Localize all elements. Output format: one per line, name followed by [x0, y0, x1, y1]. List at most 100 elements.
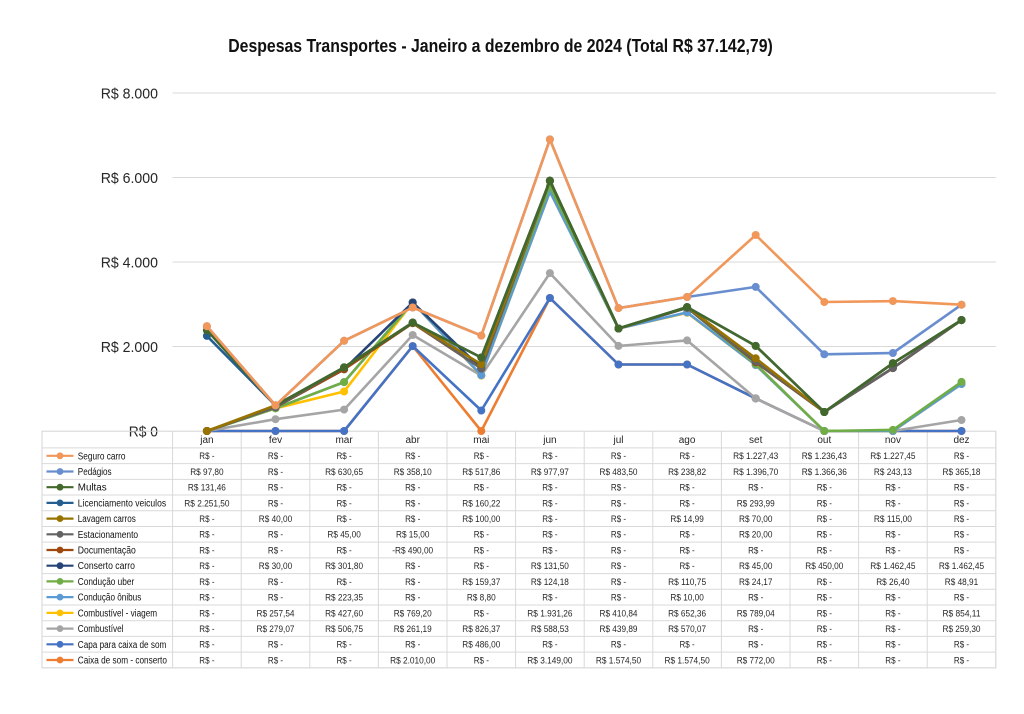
svg-text:R$ -: R$ - — [405, 498, 420, 509]
svg-text:fev: fev — [269, 435, 282, 446]
svg-text:Pedágios: Pedágios — [78, 467, 112, 478]
svg-text:-R$ 490,00: -R$ 490,00 — [392, 545, 433, 556]
svg-text:R$ -: R$ - — [885, 545, 900, 556]
svg-text:R$ -: R$ - — [680, 545, 695, 556]
svg-text:R$ -: R$ - — [542, 530, 557, 541]
svg-text:R$ -: R$ - — [337, 545, 352, 556]
svg-text:R$ -: R$ - — [817, 514, 832, 525]
svg-text:R$ -: R$ - — [474, 530, 489, 541]
svg-text:R$ -: R$ - — [199, 577, 214, 588]
svg-text:R$ -: R$ - — [817, 530, 832, 541]
svg-text:R$ -: R$ - — [405, 483, 420, 494]
svg-text:R$ -: R$ - — [680, 498, 695, 509]
svg-text:R$ -: R$ - — [474, 655, 489, 666]
svg-text:R$ 1.236,43: R$ 1.236,43 — [802, 451, 847, 462]
svg-text:R$ -: R$ - — [817, 608, 832, 619]
svg-text:ago: ago — [679, 435, 696, 446]
svg-text:R$ 486,00: R$ 486,00 — [462, 640, 500, 651]
svg-text:R$ -: R$ - — [268, 467, 283, 478]
svg-text:R$ -: R$ - — [817, 655, 832, 666]
svg-text:R$ -: R$ - — [542, 514, 557, 525]
svg-text:R$ -: R$ - — [199, 514, 214, 525]
svg-text:R$ 24,17: R$ 24,17 — [739, 577, 772, 588]
svg-text:R$ -: R$ - — [748, 483, 763, 494]
svg-text:R$ 1.396,70: R$ 1.396,70 — [733, 467, 778, 478]
svg-text:R$ -: R$ - — [680, 451, 695, 462]
svg-text:R$ -: R$ - — [611, 498, 626, 509]
svg-text:R$ 8.000: R$ 8.000 — [101, 86, 158, 103]
svg-text:R$ -: R$ - — [611, 640, 626, 651]
svg-text:R$ 2.010,00: R$ 2.010,00 — [390, 655, 435, 666]
svg-text:jan: jan — [199, 435, 213, 446]
svg-text:R$ -: R$ - — [954, 514, 969, 525]
svg-text:R$ -: R$ - — [337, 655, 352, 666]
svg-text:R$ -: R$ - — [337, 451, 352, 462]
svg-text:R$ -: R$ - — [405, 561, 420, 572]
svg-text:R$ 30,00: R$ 30,00 — [259, 561, 292, 572]
svg-text:Estacionamento: Estacionamento — [78, 530, 139, 541]
svg-text:R$ -: R$ - — [337, 483, 352, 494]
svg-text:R$ 15,00: R$ 15,00 — [396, 530, 429, 541]
svg-text:R$ 115,00: R$ 115,00 — [874, 514, 912, 525]
svg-text:R$ -: R$ - — [885, 624, 900, 635]
svg-text:R$ -: R$ - — [817, 577, 832, 588]
svg-text:R$ -: R$ - — [748, 593, 763, 604]
svg-text:R$ 977,97: R$ 977,97 — [531, 467, 569, 478]
svg-text:R$ -: R$ - — [268, 655, 283, 666]
svg-text:R$ 410,84: R$ 410,84 — [600, 608, 639, 619]
svg-text:R$ 1.462,45: R$ 1.462,45 — [939, 561, 984, 572]
svg-text:R$ 652,36: R$ 652,36 — [668, 608, 706, 619]
svg-text:R$ -: R$ - — [474, 561, 489, 572]
svg-text:R$ 570,07: R$ 570,07 — [668, 624, 706, 635]
svg-text:R$ -: R$ - — [199, 624, 214, 635]
svg-text:Seguro carro: Seguro carro — [78, 451, 126, 462]
svg-text:R$ -: R$ - — [474, 483, 489, 494]
svg-text:R$ -: R$ - — [817, 498, 832, 509]
svg-text:R$ 1.931,26: R$ 1.931,26 — [527, 608, 572, 619]
svg-text:R$ -: R$ - — [405, 514, 420, 525]
svg-text:abr: abr — [405, 435, 420, 446]
svg-text:Conserto carro: Conserto carro — [78, 561, 136, 572]
svg-text:R$ -: R$ - — [199, 608, 214, 619]
svg-text:R$ -: R$ - — [542, 498, 557, 509]
svg-text:R$ -: R$ - — [680, 483, 695, 494]
svg-text:R$ -: R$ - — [748, 640, 763, 651]
svg-text:R$ 439,89: R$ 439,89 — [600, 624, 638, 635]
svg-text:R$ -: R$ - — [954, 640, 969, 651]
svg-text:R$ 1.462,45: R$ 1.462,45 — [870, 561, 915, 572]
svg-text:R$ 8,80: R$ 8,80 — [467, 593, 496, 604]
svg-text:R$ -: R$ - — [542, 545, 557, 556]
svg-text:R$ 159,37: R$ 159,37 — [462, 577, 500, 588]
svg-text:R$ -: R$ - — [337, 577, 352, 588]
svg-text:R$ -: R$ - — [199, 451, 214, 462]
svg-text:Capa para caixa de som: Capa para caixa de som — [78, 640, 167, 651]
svg-text:R$ -: R$ - — [542, 640, 557, 651]
svg-text:R$ 2.251,50: R$ 2.251,50 — [184, 498, 229, 509]
svg-text:Despesas Transportes - Janeiro: Despesas Transportes - Janeiro a dezembr… — [228, 36, 773, 56]
svg-text:Combustível: Combustível — [78, 624, 124, 635]
svg-text:R$ -: R$ - — [611, 530, 626, 541]
svg-text:R$ 826,37: R$ 826,37 — [462, 624, 500, 635]
svg-text:R$ 2.000: R$ 2.000 — [101, 339, 158, 356]
svg-text:R$ -: R$ - — [199, 545, 214, 556]
svg-text:R$ 588,53: R$ 588,53 — [531, 624, 569, 635]
svg-text:R$ 124,18: R$ 124,18 — [531, 577, 569, 588]
svg-text:R$ 301,80: R$ 301,80 — [325, 561, 363, 572]
svg-text:R$ -: R$ - — [405, 451, 420, 462]
svg-text:R$ -: R$ - — [268, 593, 283, 604]
svg-text:R$ -: R$ - — [337, 640, 352, 651]
svg-text:jul: jul — [612, 435, 623, 446]
svg-text:R$ -: R$ - — [474, 608, 489, 619]
svg-text:R$ -: R$ - — [748, 545, 763, 556]
svg-text:R$ -: R$ - — [680, 561, 695, 572]
svg-text:R$ 131,46: R$ 131,46 — [188, 483, 226, 494]
svg-text:R$ 1.366,36: R$ 1.366,36 — [802, 467, 847, 478]
svg-text:R$ 243,13: R$ 243,13 — [874, 467, 912, 478]
svg-text:R$ 1.574,50: R$ 1.574,50 — [596, 655, 641, 666]
svg-text:R$ 293,99: R$ 293,99 — [737, 498, 775, 509]
svg-text:R$ 97,80: R$ 97,80 — [190, 467, 223, 478]
svg-text:R$ 100,00: R$ 100,00 — [462, 514, 500, 525]
svg-text:R$ 259,30: R$ 259,30 — [943, 624, 981, 635]
svg-text:R$ -: R$ - — [817, 545, 832, 556]
svg-text:R$ -: R$ - — [885, 530, 900, 541]
